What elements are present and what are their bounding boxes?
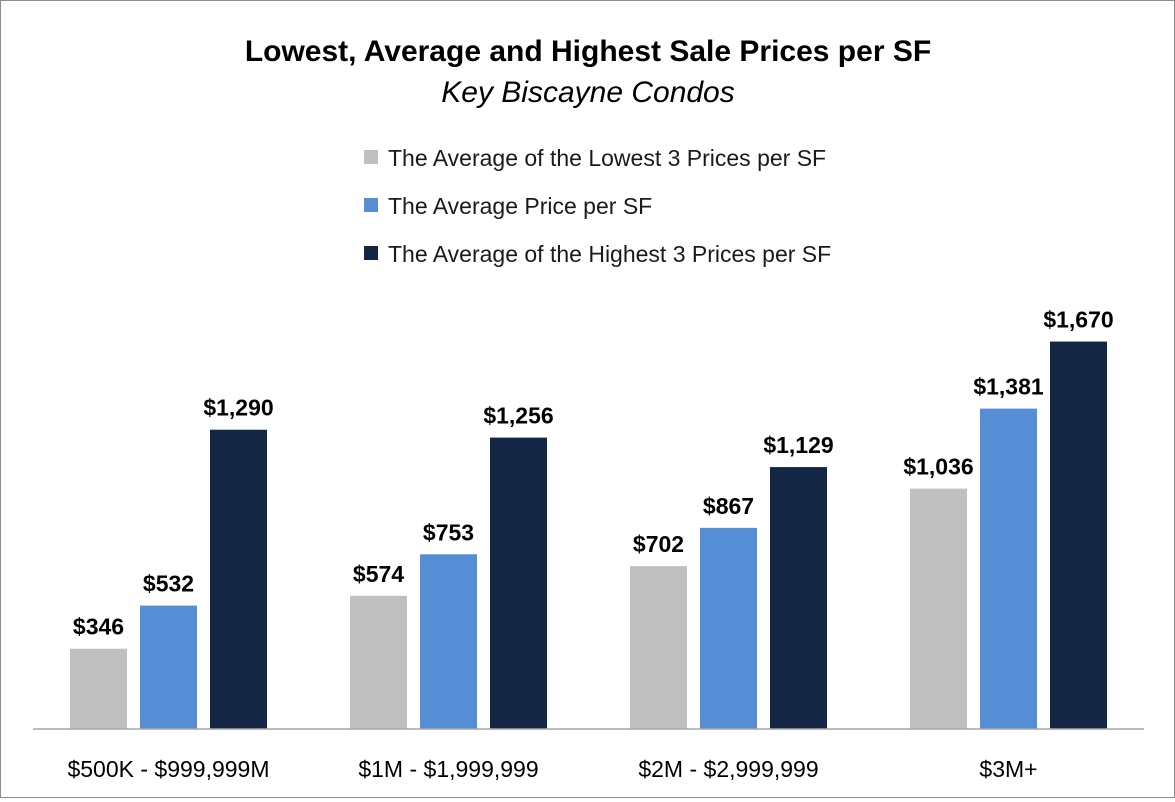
bar-2-2 [420, 554, 477, 729]
bar-2-3 [490, 437, 547, 729]
legend-label-2: The Average Price per SF [388, 193, 652, 219]
data-labels-group: $346 $532 $1,290 $574 $753 $1,256 $702 $867 $1,1… [73, 307, 1114, 640]
bar-1-2 [140, 605, 197, 729]
bar-3-1 [630, 566, 687, 729]
data-label-4-3: $1,670 [1043, 307, 1113, 333]
data-label-4-1: $1,036 [903, 454, 973, 480]
category-labels-group: $500K - $999,999M $1M - $1,999,999 $2M - $… [67, 756, 1037, 782]
bar-3-2 [700, 527, 757, 729]
legend-swatch-3 [364, 246, 378, 260]
data-label-1-2: $532 [143, 571, 194, 597]
bar-4-3 [1050, 341, 1107, 729]
bar-4-2 [980, 408, 1037, 729]
category-label-2: $1M - $1,999,999 [358, 756, 538, 782]
chart-subtitle: Key Biscayne Condos [441, 76, 735, 109]
chart-title: Lowest, Average and Highest Sale Prices … [245, 35, 931, 68]
data-label-1-3: $1,290 [203, 395, 273, 421]
bar-3-3 [770, 467, 827, 729]
bar-1-3 [210, 429, 267, 729]
data-label-4-2: $1,381 [973, 374, 1044, 400]
category-label-3: $2M - $2,999,999 [638, 756, 818, 782]
bar-2-1 [350, 595, 407, 729]
data-label-2-2: $753 [423, 519, 474, 545]
data-label-2-3: $1,256 [483, 403, 553, 429]
bar-4-1 [910, 488, 967, 729]
bar-1-1 [70, 648, 127, 729]
legend-label-3: The Average of the Highest 3 Prices per … [388, 241, 831, 267]
legend: The Average of the Lowest 3 Prices per S… [364, 145, 831, 267]
legend-swatch-1 [364, 150, 378, 164]
data-label-3-2: $867 [703, 493, 754, 519]
data-label-3-1: $702 [633, 531, 684, 557]
category-label-4: $3M+ [979, 756, 1037, 782]
legend-label-1: The Average of the Lowest 3 Prices per S… [388, 145, 826, 171]
legend-swatch-2 [364, 198, 378, 212]
data-label-3-3: $1,129 [763, 432, 833, 458]
data-label-2-1: $574 [353, 561, 404, 587]
bars-group [70, 341, 1107, 729]
data-label-1-1: $346 [73, 614, 124, 640]
category-label-1: $500K - $999,999M [67, 756, 269, 782]
